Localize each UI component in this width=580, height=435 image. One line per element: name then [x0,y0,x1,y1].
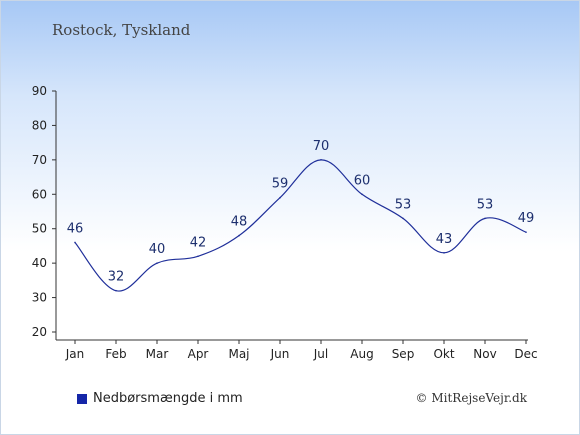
chart-title: Rostock, Tyskland [52,21,191,39]
data-label: 70 [313,139,330,154]
data-point [238,234,240,237]
credit-text: © MitRejseVejr.dk [415,391,527,405]
data-label: 49 [518,211,535,226]
x-tick-label: Maj [228,347,249,361]
series-line-precipitation [74,159,527,292]
legend-label: Nedbørsmængde i mm [93,391,243,406]
data-label: 46 [67,221,84,236]
x-tick-label: Jan [65,347,85,361]
data-point [197,255,199,258]
x-tick-label: Jul [313,347,328,361]
data-point [443,252,445,254]
x-tick-label: Nov [473,347,496,361]
data-label: 40 [149,242,166,257]
data-label: 53 [395,197,412,212]
data-label: 60 [354,173,371,188]
data-point [279,196,281,199]
legend-swatch [77,393,87,404]
y-tick-label: 90 [32,84,47,98]
y-tick-label: 20 [32,325,47,339]
data-point [361,193,363,196]
y-tick-label: 50 [32,222,47,236]
data-label: 42 [190,235,207,250]
data-point [320,159,322,161]
data-point [402,217,404,220]
x-tick-label: Aug [350,347,373,361]
data-label: 48 [231,215,248,230]
x-tick-label: Sep [392,347,415,361]
data-point [74,241,76,244]
x-tick-label: Mar [146,347,169,361]
x-tick-label: Feb [105,347,126,361]
data-label: 59 [272,177,289,192]
y-tick-label: 30 [32,291,47,305]
y-tick-label: 40 [32,256,47,270]
data-point [156,262,158,264]
data-label: 32 [108,270,125,285]
y-tick-label: 60 [32,187,47,201]
x-tick-label: Apr [188,347,209,361]
x-tick-label: Okt [433,347,454,361]
y-tick-label: 70 [32,153,47,167]
data-label: 43 [436,232,453,247]
data-point [525,231,527,233]
legend: Nedbørsmængde i mm [77,391,243,406]
x-tick-label: Dec [514,347,537,361]
y-tick-label: 80 [32,118,47,132]
data-label: 53 [477,197,494,212]
x-tick-label: Jun [270,347,290,361]
data-point [484,217,486,220]
data-point [115,289,117,292]
